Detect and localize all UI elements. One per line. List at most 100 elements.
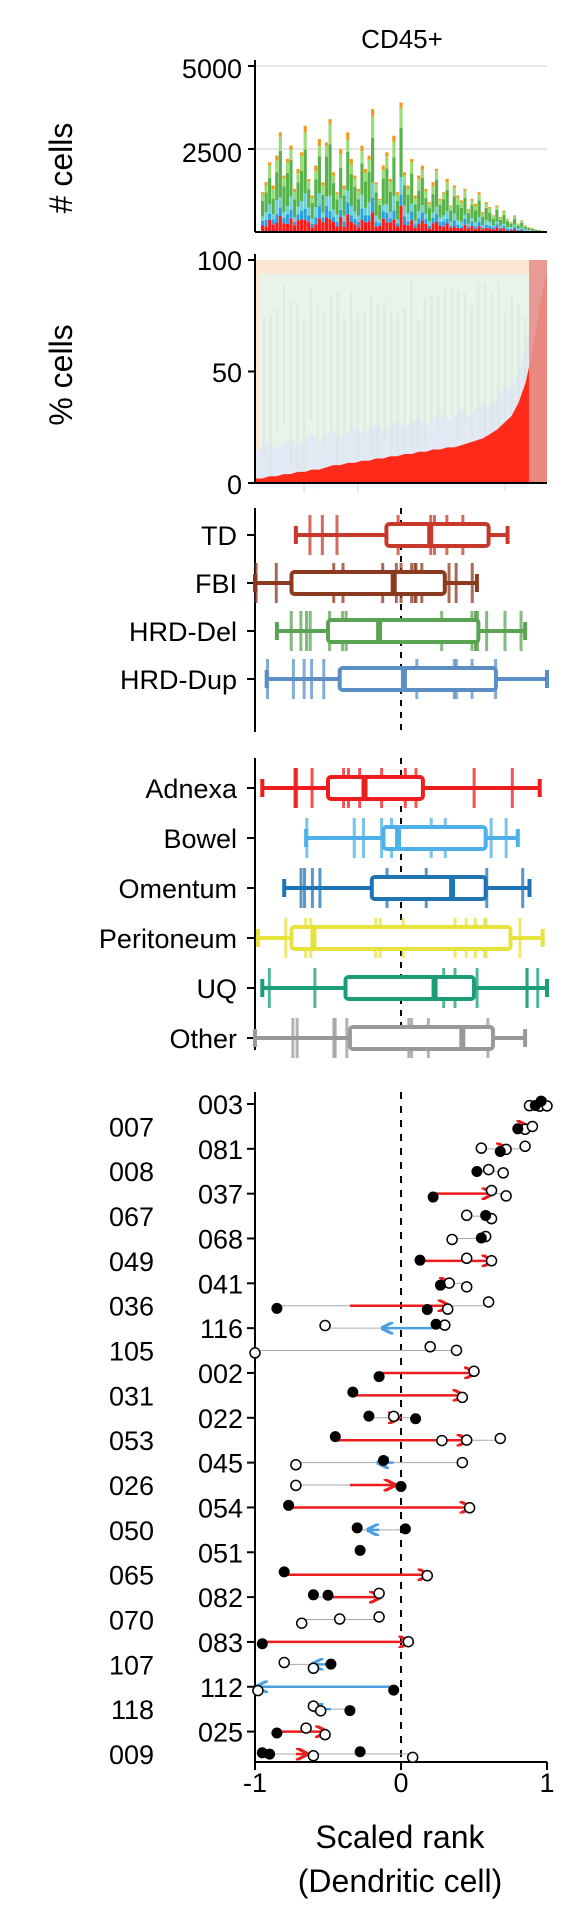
bar [406,185,410,232]
area-texture [269,315,272,476]
patient-row: 007 [109,1112,539,1142]
bar-segment [406,188,410,195]
bar-segment [324,196,329,206]
bar [463,188,467,232]
bar-segment [289,218,293,232]
sample-point-open [424,1340,436,1353]
bar-segment [449,225,453,228]
sample-point-filled [271,1302,283,1314]
sample-point-open [526,1120,539,1133]
bar-segment [392,135,396,143]
patient-label: 081 [198,1135,243,1165]
bar-segment [271,185,275,190]
bar-segment [363,215,368,223]
sample-point-filled [351,1522,363,1534]
bar-segment [488,207,492,209]
bar [474,203,478,232]
bar-segment [324,205,329,218]
bar-segment [264,192,268,213]
bar [520,220,524,232]
bar-segment [321,212,325,218]
bar-segment [449,227,453,232]
bar-segment [495,224,499,228]
sample-point-open [463,1502,476,1514]
bar-segment [477,200,481,217]
bar-segment [303,208,307,221]
patient-row: 036 [109,1292,495,1322]
patient-label: 065 [109,1561,154,1591]
bar-segment [513,224,517,228]
panel-signature-boxplots: TD FBI HRD-Del HRD-Dup [120,508,549,732]
patient-label: 112 [200,1673,243,1703]
bar-segment [378,204,382,220]
bar-segment [530,230,534,232]
bar-segment [505,218,510,220]
sample-point-open [252,1684,264,1697]
bar-segment [392,142,396,158]
patient-row: 118 [111,1695,356,1725]
patient-label: 009 [109,1740,154,1770]
bar-segment [466,226,471,229]
sample-point-open [307,1750,320,1762]
bar-segment [491,225,495,228]
bar-segment [392,219,396,232]
bar-segment [307,181,311,190]
patient-row: 067 [109,1202,498,1232]
patient-row: 037 [198,1180,512,1210]
bar-segment [285,158,289,163]
bar-segment [324,142,329,146]
bar-segment [367,221,371,232]
bar [410,158,414,232]
y-tick-label: 5000 [182,54,242,84]
bar-segment [285,162,289,173]
x-axis-label: Scaled rank [316,1819,486,1855]
bar-segment [367,202,371,216]
bar-segment [495,209,499,222]
bar-segment [424,191,428,199]
bar-segment [505,227,510,229]
sample-point-open [278,1656,290,1669]
bar-segment [321,185,325,195]
bar [285,158,289,232]
bar-segment [410,203,414,212]
bar-segment [520,223,524,228]
bar-segment [505,219,510,222]
bar-segment [385,212,389,223]
bar-segment [505,221,510,228]
sample-point-open [319,1728,331,1741]
bar-segment [420,212,424,221]
bar-segment [275,200,279,215]
bar-segment [523,225,527,227]
y-tick-label: 50 [212,358,242,388]
bar-segment [420,169,424,178]
bar-segment [292,191,297,200]
bar-segment [353,219,357,225]
bar-segment [324,217,329,232]
bar-segment [321,217,325,223]
patient-label: 031 [109,1381,154,1411]
bar-segment [399,194,403,206]
sample-point-open [475,1142,488,1154]
bar [431,182,435,232]
bar [278,132,282,232]
area-texture [450,285,453,416]
area-texture [430,295,433,425]
area-texture [504,313,507,491]
bar-segment [498,219,502,226]
bar-segment [395,200,400,220]
sample-point-open [456,1456,469,1469]
bar-segment [310,218,314,224]
bar-segment [268,177,272,205]
bar-segment [442,192,446,194]
bar-segment [456,198,460,205]
sample-point-open [307,1662,320,1675]
area-texture [397,313,399,479]
bar-segment [410,162,414,174]
bar-segment [296,182,300,207]
bar-segment [413,224,417,228]
bar-segment [307,215,311,223]
bar-segment [502,210,506,212]
patient-row: 105 [109,1337,463,1367]
bar-segment [466,213,471,224]
bar-segment [335,226,339,232]
